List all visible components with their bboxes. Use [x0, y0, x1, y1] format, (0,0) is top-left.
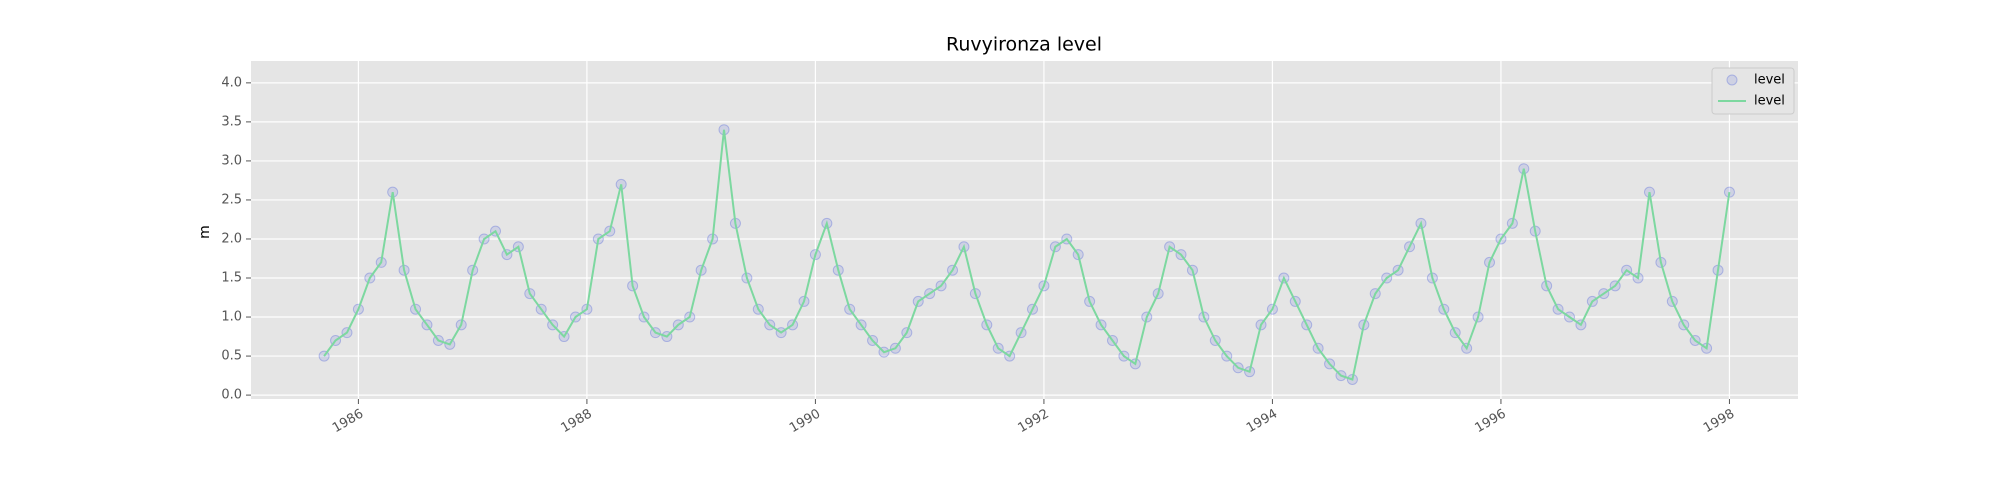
y-tick-label: 2.5 — [221, 192, 242, 207]
plot-area — [251, 61, 1798, 399]
y-axis-label: m — [197, 225, 213, 239]
chart-title: Ruvyironza level — [946, 34, 1102, 56]
x-tick-label: 1994 — [1244, 407, 1280, 437]
legend-marker — [1726, 74, 1738, 86]
x-tick-label: 1998 — [1701, 407, 1737, 437]
x-tick-label: 1986 — [330, 407, 366, 437]
y-tick-label: 1.5 — [221, 271, 242, 286]
x-tick-label: 1992 — [1016, 407, 1052, 437]
y-tick-label: 0.0 — [221, 388, 242, 403]
legend-box — [1711, 67, 1795, 115]
y-tick-label: 3.5 — [221, 114, 242, 129]
y-tick-label: 0.5 — [221, 349, 242, 364]
x-tick-label: 1996 — [1473, 407, 1509, 437]
legend-label: level — [1754, 94, 1785, 109]
y-tick-label: 2.0 — [221, 231, 242, 246]
legend-label: level — [1754, 73, 1785, 88]
x-tick-label: 1988 — [558, 407, 594, 437]
y-tick-label: 3.0 — [221, 153, 242, 168]
y-tick-label: 4.0 — [221, 75, 242, 90]
y-tick-label: 1.0 — [221, 310, 242, 325]
line — [323, 129, 1731, 381]
x-tick-label: 1990 — [787, 407, 823, 437]
